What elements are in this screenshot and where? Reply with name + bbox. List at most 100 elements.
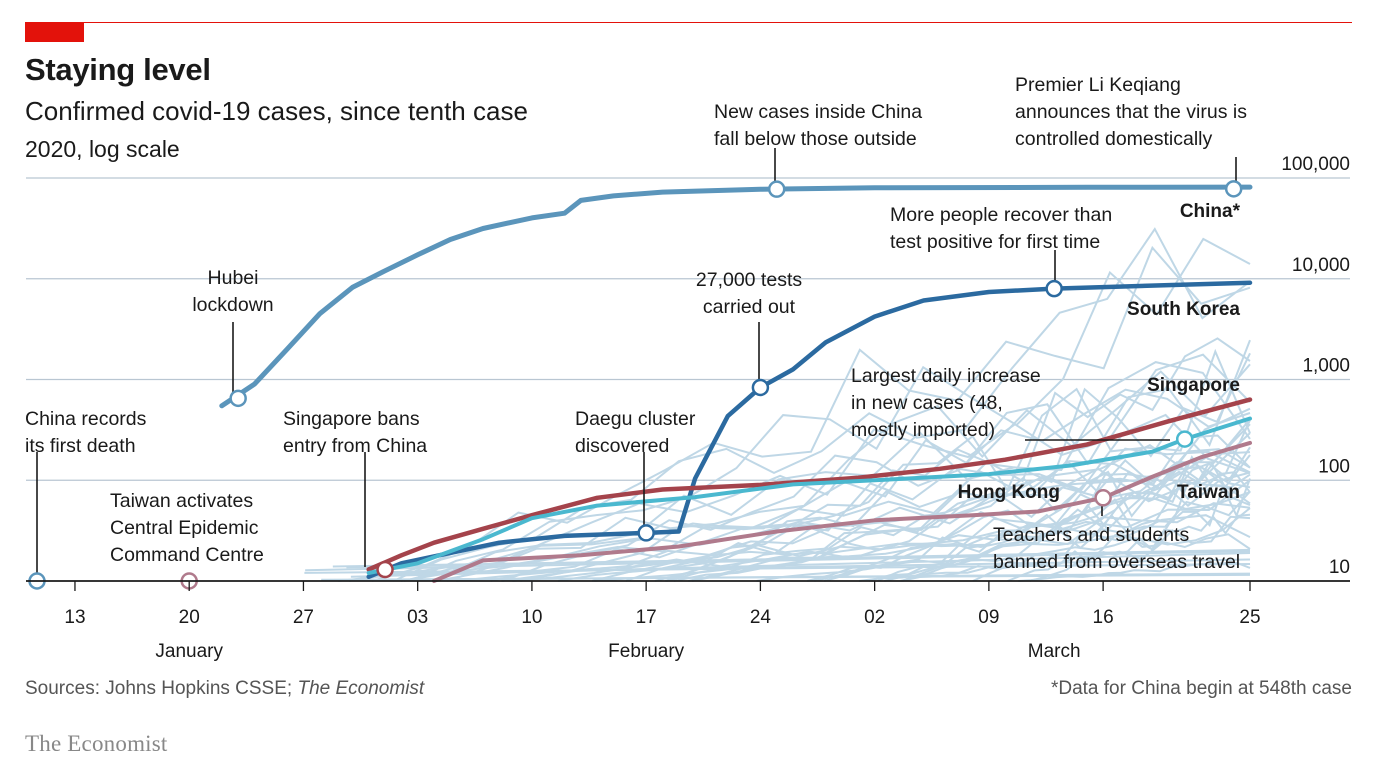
x-tick-label: 02 — [864, 607, 885, 628]
annotation-text-ann-china-cross: New cases inside China fall below those o… — [714, 101, 922, 150]
annotation-text-ann-taiwan-travel: Teachers and students banned from oversea… — [993, 524, 1240, 573]
y-tick-label: 100 — [1318, 456, 1350, 477]
series-line-hong-kong — [366, 416, 1252, 575]
annotation-text-ann-li: Premier Li Keqiang announces that the vir… — [1015, 74, 1247, 150]
annotation-marker — [1094, 489, 1112, 507]
series-label-hong-kong: Hong Kong — [958, 482, 1060, 503]
series-line-singapore — [366, 397, 1253, 572]
annotation-line: Hubei — [208, 267, 259, 289]
axes: 100,000 10,000 1,000 100 10 13 20 27 03 10 17 24 02 0… — [26, 154, 1350, 662]
annotation-line: announces that the virus is — [1015, 101, 1247, 123]
annotation-marker — [1224, 180, 1243, 198]
series-label-taiwan: Taiwan — [1177, 482, 1240, 503]
source-note: Sources: Johns Hopkins CSSE; The Economi… — [25, 678, 424, 700]
x-tick-label: 25 — [1239, 607, 1260, 628]
x-tick-label: 20 — [179, 607, 200, 628]
annotation-line: its first death — [25, 435, 136, 457]
annotation-line: mostly imported) — [851, 419, 995, 441]
footnote: *Data for China begin at 548th case — [1050, 678, 1352, 699]
grid-layer — [26, 177, 1350, 481]
economist-logo: The Economist — [25, 731, 168, 756]
series-label-south-korea: South Korea — [1127, 299, 1240, 320]
y-tick-label: 10,000 — [1292, 255, 1350, 276]
annotation-text-ann-recover: More people recover than test positive fo… — [890, 204, 1112, 253]
other-country-line — [1007, 478, 1251, 582]
chart-title: Staying level — [25, 52, 211, 87]
x-tick-label: 17 — [636, 607, 657, 628]
annotation-line: lockdown — [192, 294, 273, 316]
annotation-marker — [1175, 430, 1194, 448]
annotation-line: Taiwan activates — [110, 490, 253, 512]
annotation-line: China records — [25, 408, 147, 430]
x-tick-label: 03 — [407, 607, 428, 628]
annotation-text-ann-singapore-ban: Singapore bans entry from China — [283, 408, 427, 457]
annotation-text-ann-first-death: China records its first death — [25, 408, 147, 457]
annotation-line: banned from overseas travel — [993, 551, 1240, 573]
annotation-line: Largest daily increase — [851, 365, 1041, 387]
other-country-line — [625, 348, 1251, 582]
annotation-line: in new cases (48, — [851, 392, 1003, 414]
x-tick-label: 27 — [293, 607, 314, 628]
annotation-line: Daegu cluster — [575, 408, 696, 430]
annotation-marker — [751, 378, 770, 397]
other-country-line — [409, 237, 1251, 582]
annotation-text-ann-hubei: Hubei lockdown — [192, 267, 273, 316]
chart-subtitle: Confirmed covid-19 cases, since tenth ca… — [25, 96, 528, 126]
x-tick-label: 10 — [521, 607, 542, 628]
y-tick-label: 100,000 — [1281, 154, 1350, 175]
x-tick-label: 09 — [978, 607, 999, 628]
annotation-line: controlled domestically — [1015, 128, 1213, 150]
x-tick-label: 13 — [64, 607, 85, 628]
other-country-line — [356, 572, 1251, 582]
source-italic: The Economist — [297, 678, 425, 699]
other-country-line — [900, 515, 1251, 582]
other-country-line — [346, 548, 1251, 569]
series-label-china: China* — [1180, 201, 1241, 222]
other-country-line — [512, 479, 1251, 582]
annotation-line: New cases inside China — [714, 101, 922, 123]
brand-red-tab — [25, 22, 84, 42]
source-prefix: Sources: Johns Hopkins CSSE; — [25, 678, 298, 699]
annotation-marker — [376, 560, 394, 579]
annotation-marker — [637, 524, 655, 542]
chart-scale-note: 2020, log scale — [25, 136, 180, 162]
annotation-marker — [229, 389, 247, 408]
month-label: February — [608, 641, 685, 662]
y-tick-label: 1,000 — [1302, 356, 1350, 377]
annotation-line: Command Centre — [110, 544, 264, 566]
series-label-singapore: Singapore — [1147, 375, 1240, 396]
other-country-line — [379, 558, 1251, 576]
other-country-line — [591, 423, 1251, 582]
annotation-marker — [767, 180, 786, 198]
annotation-text-ann-singapore-peak: Largest daily increase in new cases (48, m… — [851, 365, 1041, 441]
month-label: January — [155, 641, 223, 662]
other-country-line — [371, 245, 1251, 582]
annotation-line: fall below those outside — [714, 128, 917, 150]
annotation-line: Teachers and students — [993, 524, 1189, 546]
annotation-text-ann-tests: 27,000 tests carried out — [696, 269, 802, 318]
other-country-line — [502, 388, 1251, 582]
other-country-line — [687, 448, 1251, 582]
annotation-marker — [1045, 279, 1063, 298]
annotation-line: Premier Li Keqiang — [1015, 74, 1181, 96]
series-line-south-korea — [366, 280, 1253, 580]
annotation-text-ann-taiwan-cecc: Taiwan activates Central Epidemic Command … — [110, 490, 264, 566]
other-country-line — [446, 363, 1251, 582]
annotation-line: entry from China — [283, 435, 427, 457]
annotations: China* South Korea Singapore Hong Kong Taiwa… — [25, 74, 1247, 590]
annotation-line: discovered — [575, 435, 669, 457]
annotation-line: Singapore bans — [283, 408, 420, 430]
month-label: March — [1028, 641, 1081, 662]
annotation-line: 27,000 tests — [696, 269, 802, 291]
x-tick-label: 16 — [1093, 607, 1114, 628]
annotation-line: Central Epidemic — [110, 517, 259, 539]
top-rule — [25, 22, 1352, 23]
x-tick-label: 24 — [750, 607, 772, 628]
annotation-line: carried out — [703, 296, 796, 318]
annotation-line: test positive for first time — [890, 231, 1100, 253]
annotation-text-ann-daegu: Daegu cluster discovered — [575, 408, 696, 457]
other-country-line — [520, 339, 1251, 582]
series-line-taiwan — [432, 440, 1252, 583]
y-tick-label: 10 — [1329, 557, 1350, 578]
